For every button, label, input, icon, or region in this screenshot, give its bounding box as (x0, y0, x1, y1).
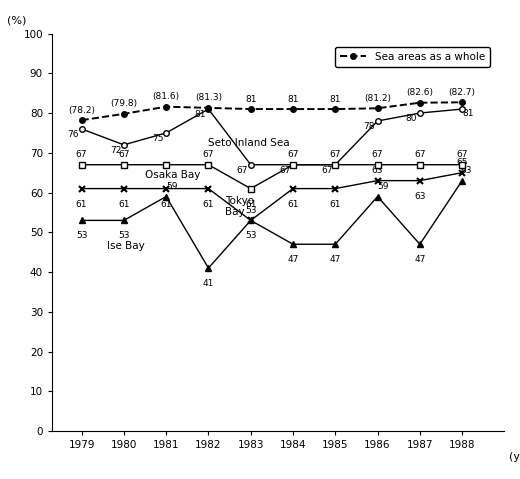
Text: 63: 63 (414, 192, 425, 201)
Text: 63: 63 (461, 166, 472, 175)
Text: (78.2): (78.2) (68, 106, 95, 114)
Text: 47: 47 (414, 255, 425, 264)
Text: (81.3): (81.3) (195, 93, 222, 103)
Text: 80: 80 (406, 114, 417, 124)
Text: 67: 67 (203, 150, 214, 159)
Text: 75: 75 (152, 134, 164, 143)
Text: Tokyo
Bay: Tokyo Bay (225, 196, 254, 217)
Text: 61: 61 (330, 200, 341, 209)
Text: 81: 81 (287, 94, 299, 103)
Text: 53: 53 (76, 231, 87, 240)
Text: 67: 67 (330, 150, 341, 159)
Legend: Sea areas as a whole: Sea areas as a whole (335, 46, 490, 67)
Text: (year): (year) (509, 452, 520, 462)
Text: 53: 53 (245, 231, 256, 240)
Text: 67: 67 (237, 166, 248, 175)
Text: (%): (%) (7, 16, 26, 25)
Text: Seto Inland Sea: Seto Inland Sea (209, 138, 290, 148)
Text: (81.6): (81.6) (152, 92, 180, 101)
Text: 41: 41 (203, 279, 214, 288)
Text: 47: 47 (288, 255, 298, 264)
Text: 67: 67 (457, 150, 468, 159)
Text: 81: 81 (194, 111, 206, 119)
Text: (79.8): (79.8) (110, 99, 137, 108)
Text: 63: 63 (372, 166, 383, 175)
Text: (82.7): (82.7) (449, 88, 476, 97)
Text: 67: 67 (118, 150, 129, 159)
Text: 47: 47 (330, 255, 341, 264)
Text: 59: 59 (166, 182, 177, 191)
Text: 67: 67 (76, 150, 87, 159)
Text: 67: 67 (372, 150, 383, 159)
Text: 72: 72 (110, 146, 121, 155)
Text: 65: 65 (457, 158, 468, 167)
Text: 81: 81 (245, 94, 256, 103)
Text: 67: 67 (414, 150, 425, 159)
Text: 61: 61 (160, 200, 172, 209)
Text: 67: 67 (321, 166, 333, 175)
Text: Ise Bay: Ise Bay (107, 241, 145, 251)
Text: 53: 53 (245, 206, 256, 215)
Text: (82.6): (82.6) (406, 88, 433, 97)
Text: 59: 59 (378, 182, 389, 191)
Text: 61: 61 (245, 200, 256, 209)
Text: 78: 78 (363, 122, 375, 131)
Text: (81.2): (81.2) (364, 94, 391, 103)
Text: 81: 81 (462, 109, 473, 118)
Text: 53: 53 (118, 231, 129, 240)
Text: 61: 61 (118, 200, 129, 209)
Text: 81: 81 (330, 94, 341, 103)
Text: 76: 76 (68, 130, 79, 139)
Text: 61: 61 (203, 200, 214, 209)
Text: 61: 61 (287, 200, 299, 209)
Text: 67: 67 (287, 150, 299, 159)
Text: 67: 67 (279, 166, 290, 175)
Text: Osaka Bay: Osaka Bay (145, 170, 200, 180)
Text: 61: 61 (76, 200, 87, 209)
